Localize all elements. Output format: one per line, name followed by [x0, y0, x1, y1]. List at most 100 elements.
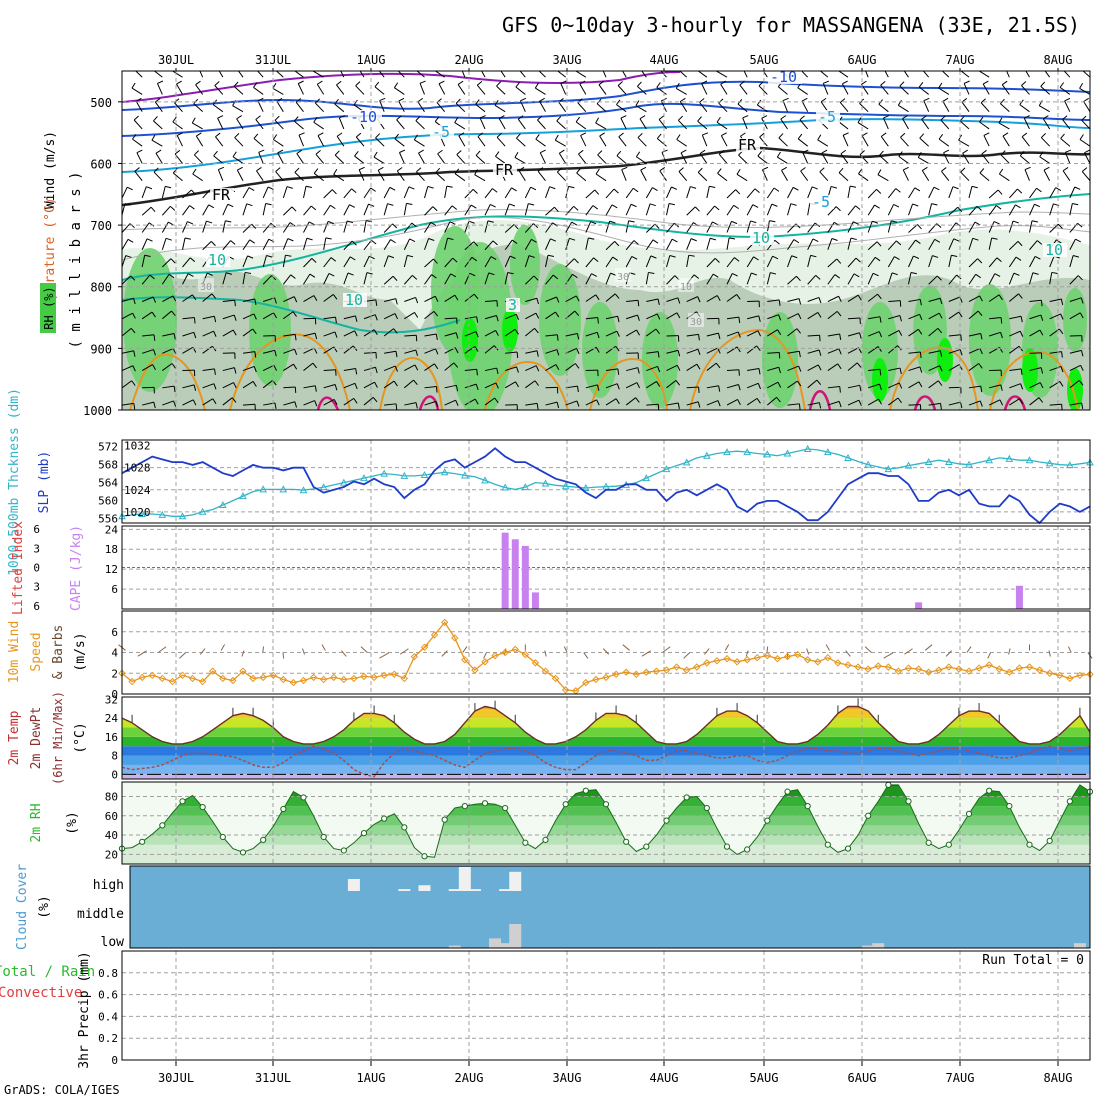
rh-tick-label: 40: [105, 829, 118, 842]
contour-label: FR: [212, 186, 231, 204]
wind10-barb: [642, 651, 651, 656]
wind10-barb: [263, 647, 264, 653]
rh-point: [482, 801, 487, 806]
dewpoint-axis-label: 2m DewPt: [29, 707, 44, 770]
rh-shade-bright: [462, 318, 478, 362]
wind-barb-flag: [819, 65, 823, 70]
wind-barb-flag: [113, 82, 117, 87]
wind-barb-flag: [557, 335, 558, 341]
rh-axis-label: RH (%): [42, 286, 56, 329]
wind10-barb: [1049, 651, 1050, 657]
rh-point: [624, 839, 629, 844]
rh-shade-bright: [1067, 368, 1083, 412]
contour-label: -5: [812, 193, 830, 211]
pressure-tick-label: 600: [90, 157, 112, 171]
rh-point: [180, 799, 185, 804]
wind10-barb: [988, 653, 991, 659]
cloud-axis-label: Cloud Cover: [15, 864, 30, 950]
wind10-barb: [925, 645, 932, 651]
li-tick-label: 3: [33, 542, 40, 555]
rh-point: [825, 842, 830, 847]
wind-barb-flag: [498, 64, 503, 67]
temp-tick-label: 32: [105, 693, 118, 706]
date-label: 3AUG: [553, 53, 582, 67]
cloud-high-bar: [509, 872, 521, 891]
wind-barb: [1090, 207, 1099, 215]
cape-bar: [522, 546, 529, 609]
date-label: 1AUG: [357, 1071, 386, 1085]
wind-barb-flag: [435, 65, 438, 70]
wind-barb-flag: [116, 167, 121, 170]
slp-tick-label: 1032: [124, 440, 151, 453]
wind-barb-flag: [838, 65, 841, 70]
wind10-barb: [283, 653, 284, 659]
wind-barb-flag: [799, 64, 803, 68]
grads-credit: GrADS: COLA/IGES: [4, 1083, 120, 1097]
wind-barb: [112, 157, 122, 163]
li-tick-label: 6: [33, 523, 40, 536]
date-label: 4AUG: [650, 53, 679, 67]
rh-point: [906, 799, 911, 804]
contour-label: 10: [208, 251, 226, 269]
rh-point: [361, 831, 366, 836]
wind-barb: [117, 101, 122, 112]
upper-air-plot: [112, 64, 1100, 418]
cape-tick-label: 24: [105, 523, 119, 536]
rh-point: [704, 805, 709, 810]
rh-point: [886, 782, 891, 787]
wind-barb-flag: [799, 404, 800, 410]
wind-barb: [1090, 334, 1100, 336]
cloud-bg: [130, 866, 1090, 948]
temp-plot: [122, 681, 1090, 779]
run-total: Run Total = 0: [982, 953, 1084, 968]
contour-label: 10: [1045, 241, 1063, 259]
wind10-barb: [884, 653, 893, 658]
rh-point: [785, 789, 790, 794]
wind-barb-flag: [113, 134, 117, 138]
upper-air-panel: -10-10-5-5FRFRFR-51010103103030301050060…: [40, 64, 1100, 418]
wind-barb-flag: [294, 65, 298, 70]
wind-barb-flag: [840, 387, 841, 393]
wind-barb: [1090, 312, 1100, 319]
wind-barb-flag: [1001, 318, 1002, 324]
wind10-barb: [379, 653, 388, 658]
wind10-barb: [623, 645, 630, 651]
wind-barb-flag: [217, 64, 222, 67]
temp-unit-label: (°C): [73, 722, 88, 753]
rh-point: [966, 811, 971, 816]
contour-label: FR: [738, 136, 757, 154]
rh-point: [321, 834, 326, 839]
wind-barb-flag: [339, 64, 344, 67]
wind-barb: [1090, 349, 1100, 353]
wind-barb-flag: [1092, 255, 1098, 256]
rh-point: [745, 847, 750, 852]
wind-barb-flag: [979, 66, 982, 71]
wind-barb-flag: [620, 64, 625, 67]
thickness-tick-label: 568: [98, 459, 118, 472]
wind10-barb: [746, 651, 748, 657]
wind10-barb: [484, 653, 487, 659]
temp-tick-label: 16: [105, 731, 118, 744]
precip-axis-label: 3hr Precip (mm): [77, 951, 92, 1068]
slp-tick-label: 1024: [124, 484, 151, 497]
date-label: 30JUL: [158, 1071, 194, 1085]
slp-tick-label: 1020: [124, 506, 151, 519]
date-label: 8AUG: [1044, 1071, 1073, 1085]
li-tick-label: 3: [33, 581, 40, 594]
panel-frame: [122, 951, 1090, 1060]
wind-barb-flag: [396, 404, 397, 410]
date-label: 3AUG: [553, 1071, 582, 1085]
slp-thickness-panel: 55656056456857210201024102810321000-500m…: [7, 388, 1093, 576]
rh2m-axis-label: 2m RH: [29, 803, 44, 842]
rh-shade-bright: [872, 358, 888, 402]
wind10-barb: [221, 645, 224, 651]
wind10-axis-label: 10m Wind: [7, 621, 22, 684]
cloud-high-bar: [348, 879, 360, 891]
cape-bar: [915, 602, 922, 609]
rh-point: [724, 844, 729, 849]
date-label: 5AUG: [750, 1071, 779, 1085]
wind10-barb: [603, 649, 609, 655]
wind10-tick-label: 2: [111, 667, 118, 680]
